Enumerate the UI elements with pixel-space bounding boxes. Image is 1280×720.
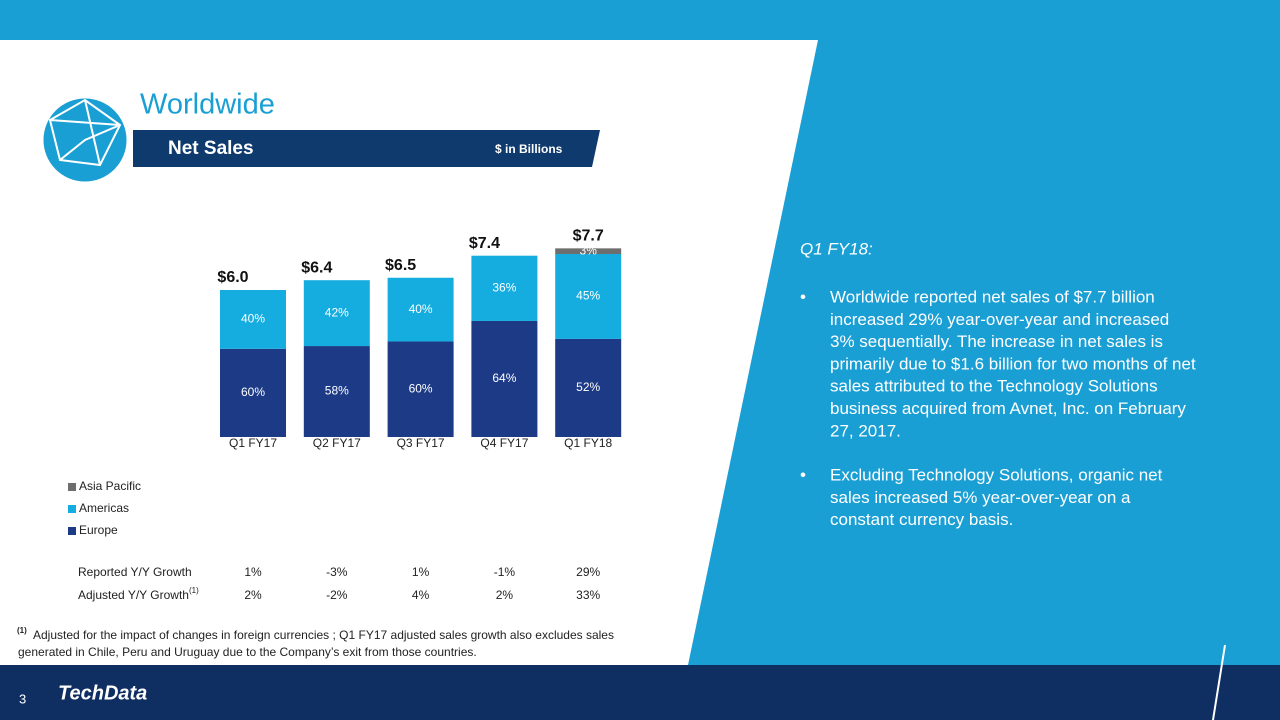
band-title: Net Sales: [168, 138, 254, 159]
row-label: Reported Y/Y Growth: [78, 565, 192, 579]
table-cell: -2%: [326, 588, 348, 602]
total-label: $7.7: [573, 228, 604, 245]
table-cell: 2%: [496, 588, 514, 602]
bullet-line: business acquired from Avnet, Inc. on Fe…: [830, 399, 1186, 418]
footnote-line: generated in Chile, Peru and Uruguay due…: [18, 645, 477, 659]
bar-segment: [471, 255, 538, 321]
bullet-line: Excluding Technology Solutions, organic …: [830, 465, 1163, 484]
legend-label: Europe: [79, 523, 118, 537]
page-number: 3: [19, 691, 26, 706]
total-label: $6.0: [217, 269, 248, 286]
segment-label: 60%: [409, 381, 433, 395]
segment-label: 58%: [325, 384, 349, 398]
bar-segment: [555, 338, 622, 437]
segment-label: 60%: [241, 385, 265, 399]
x-tick-label: Q1 FY18: [564, 436, 612, 450]
segment-label: 40%: [409, 302, 433, 316]
row-note: (1): [189, 586, 199, 595]
bullet-line: 27, 2017.: [830, 421, 901, 440]
bullet-dot: •: [800, 465, 806, 484]
table-cell: 1%: [244, 565, 262, 579]
bullet-dot: •: [800, 287, 806, 306]
segment-label: 42%: [325, 305, 349, 319]
table-cell: 4%: [412, 588, 430, 602]
total-label: $6.4: [301, 259, 332, 276]
total-label: $7.4: [469, 235, 500, 252]
table-cell: 1%: [412, 565, 430, 579]
bullet-line: increased 29% year-over-year and increas…: [830, 310, 1169, 329]
footnote-mark: (1): [17, 626, 27, 635]
legend-swatch: [68, 505, 76, 513]
title: Worldwide: [140, 89, 275, 121]
commentary-heading: Q1 FY18:: [800, 239, 873, 258]
bullet-line: constant currency basis.: [830, 510, 1013, 529]
bar-segment: [387, 341, 454, 437]
segment-label: 40%: [241, 312, 265, 326]
x-tick-label: Q2 FY17: [313, 436, 361, 450]
bullet-line: primarily due to $1.6 billion for two mo…: [830, 354, 1196, 373]
segment-label: 45%: [576, 289, 600, 303]
row-label: Adjusted Y/Y Growth(1): [78, 586, 199, 602]
row-label-text: Reported Y/Y Growth: [78, 565, 192, 579]
bullet-line: sales attributed to the Technology Solut…: [830, 377, 1158, 396]
bar-segment: [555, 248, 622, 255]
footnote-line: Adjusted for the impact of changes in fo…: [33, 628, 614, 642]
x-tick-label: Q1 FY17: [229, 436, 277, 450]
segment-label: 36%: [492, 281, 516, 295]
bar-segment: [303, 346, 370, 437]
unit-note: $ in Billions: [495, 142, 563, 156]
table-cell: 33%: [576, 588, 600, 602]
bar-segment: [387, 277, 454, 342]
logo: TechData: [58, 682, 147, 704]
table-cell: -3%: [326, 565, 348, 579]
total-label: $6.5: [385, 257, 416, 274]
footer-slash: [1212, 644, 1226, 720]
x-tick-label: Q4 FY17: [480, 436, 528, 450]
row-label-text: Adjusted Y/Y Growth: [78, 588, 189, 602]
bullet-line: sales increased 5% year-over-year on a: [830, 488, 1131, 507]
segment-label: 52%: [576, 380, 600, 394]
segment-label: 3%: [580, 243, 598, 257]
globe-icon: [40, 95, 130, 185]
legend-swatch: [68, 527, 76, 535]
segment-label: 64%: [492, 371, 516, 385]
bar-segment: [303, 280, 370, 347]
bar-segment: [220, 348, 286, 437]
legend-label: Asia Pacific: [79, 479, 141, 493]
legend-swatch: [68, 483, 76, 491]
legend-label: Americas: [79, 501, 129, 515]
table-cell: 2%: [244, 588, 262, 602]
x-tick-label: Q3 FY17: [397, 436, 445, 450]
table-cell: -1%: [494, 565, 516, 579]
bar-segment: [471, 320, 538, 437]
footer-bar: [0, 665, 1280, 720]
bar-segment: [555, 254, 622, 339]
bullet-line: 3% sequentially. The increase in net sal…: [830, 332, 1163, 351]
table-cell: 29%: [576, 565, 600, 579]
bullet-line: Worldwide reported net sales of $7.7 bil…: [830, 287, 1155, 306]
title-band: [133, 130, 600, 167]
bar-segment: [220, 290, 286, 349]
